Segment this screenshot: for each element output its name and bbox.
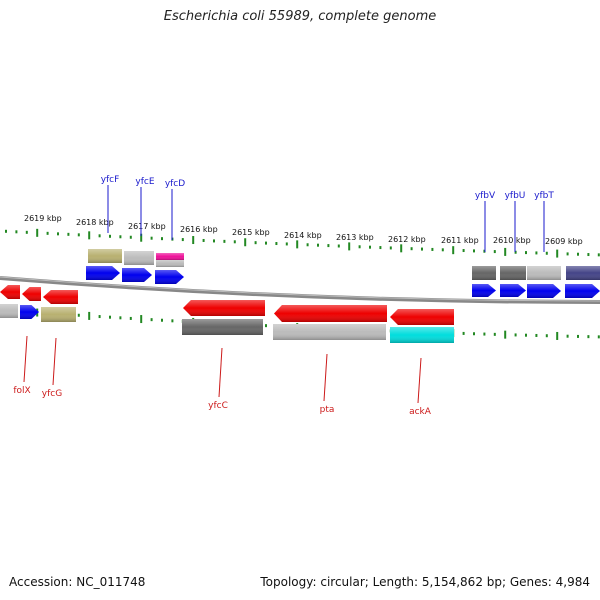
kbp-label: 2619 kbp [24,214,62,223]
gene-annotation-block [88,249,122,263]
gene-label-leader [218,347,223,398]
gene-label-top: yfcE [135,177,154,187]
tick-track-top [5,228,600,258]
gene-label-leaders [23,185,545,404]
gene-arrow-reverse [183,300,265,316]
gene-label-bottom: ackA [409,407,432,417]
gene-arrow-forward [472,284,496,297]
genome-backbone [0,276,600,304]
gene-annotation-block [41,307,76,322]
gene-label-top: yfbU [505,191,526,201]
gene-annotation-block [472,266,496,280]
gene-annotation-block [156,253,184,260]
gene-arrow-forward [20,305,39,319]
gene-label-leader [323,353,328,402]
gene-annotation-block [182,319,263,335]
kbp-label: 2612 kbp [388,235,426,244]
gene-annotation-block [390,327,454,343]
gene-arrow-reverse [274,305,387,322]
gene-label-top: yfcD [165,179,185,189]
gene-arrow-forward [527,284,561,298]
gene-label-leader [417,357,422,404]
gene-annotation-block [0,304,18,318]
genome-title: Escherichia coli 55989, complete genome [163,9,437,24]
accession-text: Accession: NC_011748 [9,575,146,589]
gene-label-bottom: yfcG [42,389,62,399]
gene-arrow-forward [155,270,184,284]
gene-arrow-forward [565,284,600,298]
gene-arrow-forward [86,266,120,280]
kbp-labels: 2619 kbp 2618 kbp 2617 kbp 2616 kbp 2615 kbp… [24,214,583,246]
kbp-label: 2611 kbp [441,236,479,245]
gene-label-bottom: folX [13,386,30,396]
kbp-label: 2613 kbp [336,233,374,242]
gene-annotation-block [527,266,561,280]
kbp-label: 2616 kbp [180,225,218,234]
genome-summary-text: Topology: circular; Length: 5,154,862 bp… [260,575,590,589]
gene-label-top: yfcF [101,175,120,185]
gene-label-leader [52,337,57,386]
gene-annotation-block [566,266,600,280]
gene-annotation-block [156,260,184,267]
genome-backbone-highlight [0,276,600,302]
gene-label-top: yfbV [475,191,496,201]
gene-labels: yfcF yfcE yfcD yfbV yfbU yfbT folX yfcG yfcC pta a… [13,175,554,417]
kbp-label: 2614 kbp [284,231,322,240]
kbp-label: 2610 kbp [493,236,531,245]
gene-arrow-reverse [0,285,20,299]
gene-features [0,249,600,343]
gene-label-bottom: yfcC [208,401,228,411]
gene-annotation-block [273,324,386,340]
gene-arrow-reverse [390,309,454,325]
gene-annotation-block [124,251,154,265]
gene-arrow-forward [500,284,526,297]
gene-arrow-reverse [22,287,41,301]
kbp-label: 2609 kbp [545,237,583,246]
gene-annotation-block [500,266,526,280]
kbp-label: 2618 kbp [76,218,114,227]
gene-arrow-forward [122,268,152,282]
gene-arrow-reverse [43,290,78,304]
gene-label-top: yfbT [534,191,554,201]
gene-label-bottom: pta [320,405,335,415]
kbp-label: 2617 kbp [128,222,166,231]
gene-label-leader [23,335,28,383]
kbp-label: 2615 kbp [232,228,270,237]
